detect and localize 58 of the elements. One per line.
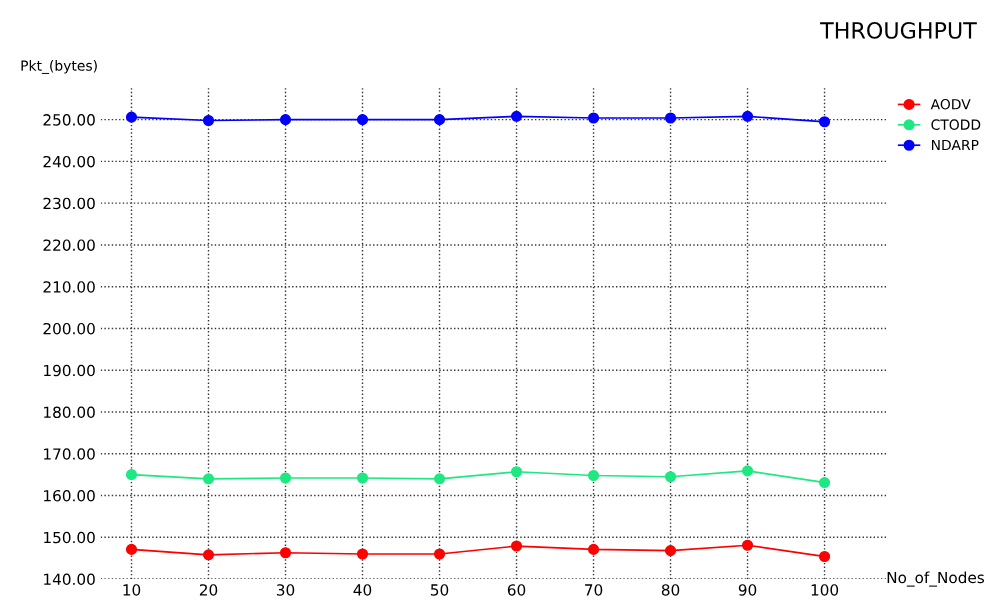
point — [587, 112, 600, 124]
point — [510, 466, 523, 478]
y-tick-label: 170.00 — [44, 448, 95, 460]
y-tick-label: 150.00 — [44, 531, 95, 544]
y-tick-label: 200.00 — [43, 322, 95, 335]
point — [818, 477, 831, 489]
point — [741, 110, 754, 122]
y-tick-label: 160.00 — [44, 489, 95, 502]
y-tick-label: 190.00 — [44, 364, 95, 377]
point — [664, 471, 677, 483]
x-tick-label: 30 — [276, 584, 295, 596]
chart-title: THROUGHPUT — [820, 22, 977, 39]
x-tick-label: 70 — [585, 584, 603, 596]
point — [510, 110, 523, 122]
point — [202, 114, 215, 127]
point — [202, 473, 215, 485]
point — [279, 114, 292, 126]
point — [356, 472, 369, 484]
x-tick-label: 100 — [811, 584, 839, 596]
x-tick-label: 60 — [507, 584, 526, 596]
x-axis-title: No_of_Nodes — [887, 571, 985, 587]
legend-label: CTODD — [931, 119, 981, 130]
x-tick-label: 50 — [430, 584, 449, 596]
point — [202, 549, 215, 561]
point — [510, 540, 523, 552]
point — [664, 545, 677, 557]
y-tick-label: 220.00 — [43, 239, 95, 251]
point — [433, 473, 446, 485]
point — [587, 543, 600, 555]
point — [818, 550, 831, 563]
point — [125, 543, 138, 555]
point — [125, 469, 138, 481]
point — [587, 469, 600, 482]
x-tick-label: 40 — [353, 584, 372, 596]
y-tick-label: 180.00 — [44, 406, 95, 419]
y-tick-label: 210.00 — [43, 281, 95, 293]
y-tick-label: 140.00 — [44, 573, 95, 586]
point — [433, 114, 446, 126]
y-axis-title: Pkt_(bytes) — [21, 60, 97, 74]
point — [125, 111, 138, 123]
x-tick-label: 80 — [661, 584, 680, 596]
point — [279, 472, 292, 484]
x-tick-label: 20 — [199, 584, 218, 596]
y-tick-label: 240.00 — [43, 155, 95, 168]
point — [741, 539, 754, 551]
legend-label: AODV — [930, 98, 971, 110]
point — [356, 548, 369, 560]
point — [664, 112, 677, 124]
x-tick-label: 90 — [738, 584, 757, 596]
y-tick-label: 230.00 — [43, 197, 95, 210]
y-tick-label: 250.00 — [43, 114, 95, 126]
point — [433, 548, 446, 560]
point — [279, 547, 292, 559]
point — [741, 465, 754, 477]
legend-label: NDARP — [931, 139, 979, 151]
point — [818, 116, 831, 128]
point — [356, 114, 369, 126]
x-tick-label: 10 — [123, 584, 141, 596]
